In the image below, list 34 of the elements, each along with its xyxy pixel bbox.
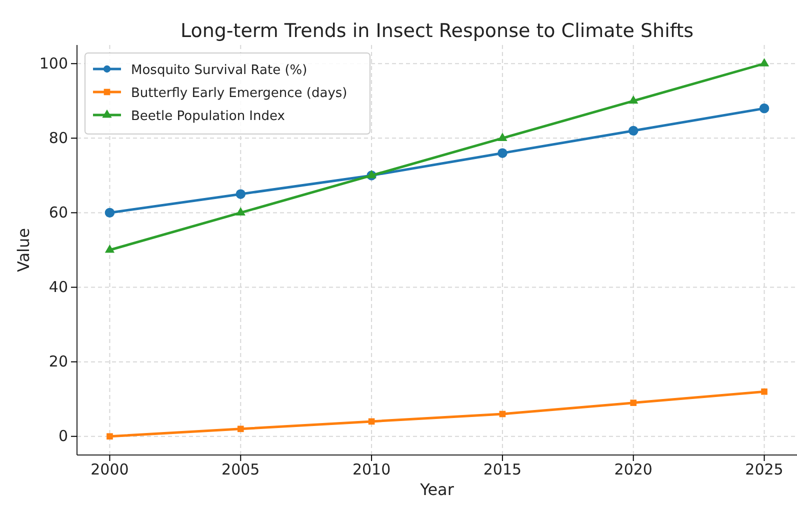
x-tick-label: 2010 [352,460,391,479]
y-tick-label: 100 [39,54,68,72]
point [630,400,637,406]
x-axis-title: Year [419,480,454,499]
y-tick-label: 20 [48,352,68,371]
legend-label: Beetle Population Index [131,109,286,124]
y-axis-title: Value [14,228,33,272]
point [236,189,246,199]
x-tick-label: 2015 [483,460,522,479]
point [761,388,768,395]
y-tick-label: 80 [48,128,68,147]
legend-label: Butterfly Early Emergence (days) [131,86,348,101]
point [104,244,115,253]
point [628,95,638,104]
x-tick-label: 2025 [745,460,784,479]
chart-title: Long-term Trends in Insect Response to Climate Shifts [180,20,694,42]
y-tick-label: 0 [58,427,68,446]
point [759,58,770,66]
x-tick-label: 2020 [614,460,652,479]
legend-label: Mosquito Survival Rate (%) [131,63,308,78]
y-tick-label: 40 [48,278,68,296]
point [368,418,375,425]
point [106,433,113,440]
point [498,132,508,141]
point [759,103,770,114]
point [628,126,638,136]
point [237,426,244,432]
point [104,208,115,218]
y-tick-label: 60 [48,204,68,222]
point [236,207,246,216]
x-tick-label: 2005 [222,460,260,479]
x-tick-label: 2000 [90,460,129,479]
point [498,148,508,158]
point [499,410,506,418]
